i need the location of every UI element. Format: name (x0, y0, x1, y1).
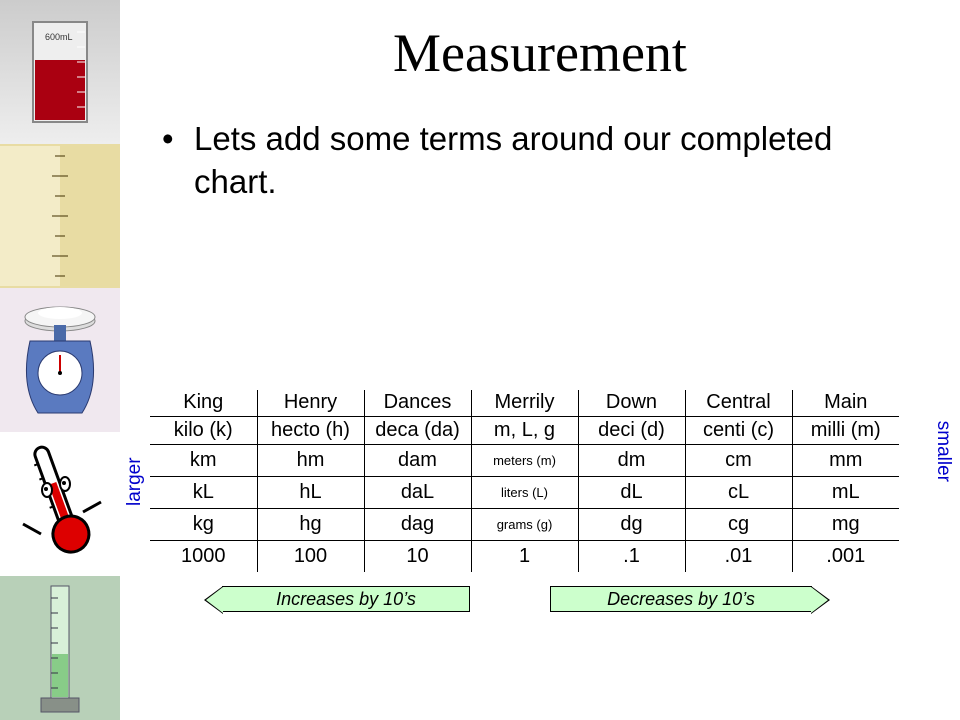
unit-cell: hm (257, 444, 364, 476)
bullet-text: Lets add some terms around our completed… (194, 118, 920, 204)
unit-cell: daL (364, 476, 471, 508)
unit-cell: hL (257, 476, 364, 508)
page-title: Measurement (120, 22, 960, 84)
prefix-cell: hecto (h) (257, 416, 364, 444)
sidebar-image-strip: 600mL (0, 0, 120, 720)
unit-cell: km (150, 444, 257, 476)
unit-cell: mm (792, 444, 899, 476)
prefix-cell: centi (c) (685, 416, 792, 444)
increases-arrow: Increases by 10’s (222, 586, 470, 612)
factor-cell: 10 (364, 540, 471, 572)
unit-cell: cm (685, 444, 792, 476)
slide-main: Measurement Lets add some terms around o… (120, 0, 960, 720)
prefix-cell: milli (m) (792, 416, 899, 444)
mnemonic-cell: King (150, 390, 257, 416)
grams-row: kg hg dag grams (g) dg cg mg (150, 508, 899, 540)
factor-cell: .01 (685, 540, 792, 572)
prefix-row: kilo (k) hecto (h) deca (da) m, L, g dec… (150, 416, 899, 444)
mnemonic-cell: Henry (257, 390, 364, 416)
unit-cell: meters (m) (471, 444, 578, 476)
decreases-arrow: Decreases by 10’s (550, 586, 812, 612)
mnemonic-row: King Henry Dances Merrily Down Central M… (150, 390, 899, 416)
unit-cell: dm (578, 444, 685, 476)
mnemonic-cell: Merrily (471, 390, 578, 416)
mnemonic-cell: Dances (364, 390, 471, 416)
unit-cell: cg (685, 508, 792, 540)
scale-image (0, 288, 120, 432)
factor-cell: .001 (792, 540, 899, 572)
beaker-image: 600mL (0, 0, 120, 144)
factor-cell: 1 (471, 540, 578, 572)
unit-cell: dam (364, 444, 471, 476)
factor-cell: 1000 (150, 540, 257, 572)
smaller-label: smaller (932, 421, 954, 482)
unit-cell: cL (685, 476, 792, 508)
larger-label: larger (124, 457, 146, 506)
liters-row: kL hL daL liters (L) dL cL mL (150, 476, 899, 508)
unit-cell: liters (L) (471, 476, 578, 508)
prefix-cell: deca (da) (364, 416, 471, 444)
svg-text:600mL: 600mL (45, 32, 73, 42)
prefix-cell: deci (d) (578, 416, 685, 444)
prefix-cell: m, L, g (471, 416, 578, 444)
meters-row: km hm dam meters (m) dm cm mm (150, 444, 899, 476)
cylinder-image (0, 576, 120, 720)
mnemonic-cell: Central (685, 390, 792, 416)
unit-cell: dag (364, 508, 471, 540)
mnemonic-cell: Down (578, 390, 685, 416)
unit-cell: kL (150, 476, 257, 508)
unit-cell: mL (792, 476, 899, 508)
unit-cell: dg (578, 508, 685, 540)
mnemonic-cell: Main (792, 390, 899, 416)
thermometer-image (0, 432, 120, 576)
factor-cell: 100 (257, 540, 364, 572)
arrows-container: Increases by 10’s Decreases by 10’s (150, 586, 910, 616)
prefix-cell: kilo (k) (150, 416, 257, 444)
unit-cell: hg (257, 508, 364, 540)
unit-cell: grams (g) (471, 508, 578, 540)
unit-cell: dL (578, 476, 685, 508)
unit-cell: mg (792, 508, 899, 540)
metric-table: King Henry Dances Merrily Down Central M… (150, 390, 899, 572)
unit-cell: kg (150, 508, 257, 540)
factor-cell: .1 (578, 540, 685, 572)
ruler-image (0, 144, 120, 288)
factors-row: 1000 100 10 1 .1 .01 .001 (150, 540, 899, 572)
